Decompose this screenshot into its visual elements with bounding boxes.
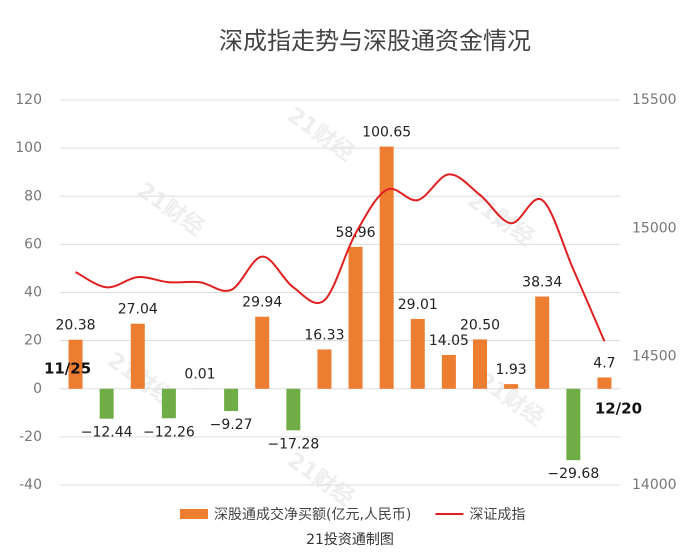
bar	[441, 354, 456, 389]
bar	[255, 316, 270, 389]
bar	[535, 296, 550, 389]
line	[75, 173, 606, 342]
y-tick-label: -20	[19, 429, 42, 445]
y2-tick-label: 14000	[632, 477, 677, 493]
value-label: −12.26	[143, 424, 195, 440]
bar	[317, 349, 332, 389]
bar	[566, 388, 581, 461]
value-label: 20.50	[460, 317, 500, 333]
value-label: −29.68	[547, 466, 599, 482]
legend-swatch	[180, 509, 208, 519]
y-tick-label: 80	[24, 188, 42, 204]
y-tick-label: 20	[24, 333, 42, 349]
y2-tick-label: 15000	[632, 220, 677, 236]
y-tick-label: 0	[33, 381, 42, 397]
bar	[130, 323, 145, 389]
watermark: 21财经	[283, 102, 359, 166]
bar	[473, 339, 487, 389]
watermark: 21财经	[133, 177, 209, 241]
y-tick-label: 40	[24, 285, 42, 301]
value-label: 29.01	[398, 297, 438, 313]
bar	[379, 146, 394, 389]
value-label: 1.93	[496, 362, 527, 378]
value-label: 38.34	[522, 274, 562, 290]
bar	[348, 246, 363, 389]
y-tick-label: 100	[15, 140, 42, 156]
value-label: 100.65	[362, 125, 411, 141]
bar	[286, 388, 301, 431]
y-tick-label: 120	[15, 92, 42, 108]
bar	[161, 388, 176, 419]
bar	[224, 388, 239, 412]
y-tick-label: 60	[24, 236, 42, 252]
value-label: 16.33	[304, 327, 344, 343]
y2-tick-label: 14500	[632, 349, 677, 365]
value-label: −12.44	[81, 425, 133, 441]
value-label: 29.94	[242, 295, 282, 311]
bar	[68, 339, 83, 389]
bar	[504, 384, 519, 389]
value-label: 20.38	[56, 318, 96, 334]
legend-label: 深证成指	[469, 507, 525, 523]
y2-tick-label: 15500	[632, 92, 677, 108]
value-label: 0.01	[184, 367, 215, 383]
y-tick-label: -40	[19, 477, 42, 493]
x-tick-label: 11/25	[44, 359, 91, 377]
bar	[597, 377, 612, 389]
bar	[410, 318, 425, 389]
watermark: 21财经	[283, 447, 359, 511]
value-label: −17.28	[267, 436, 319, 452]
value-label: −9.27	[210, 417, 253, 433]
chart-title: 深成指走势与深股通资金情况	[219, 27, 531, 55]
source: 21投资通制图	[306, 532, 394, 548]
x-tick-label: 12/20	[595, 399, 642, 417]
legend-label: 深股通成交净买额(亿元,人民币)	[214, 506, 411, 523]
value-label: 4.7	[593, 355, 615, 371]
bar	[99, 388, 114, 419]
value-label: 27.04	[118, 302, 158, 318]
value-label: 14.05	[429, 333, 469, 349]
